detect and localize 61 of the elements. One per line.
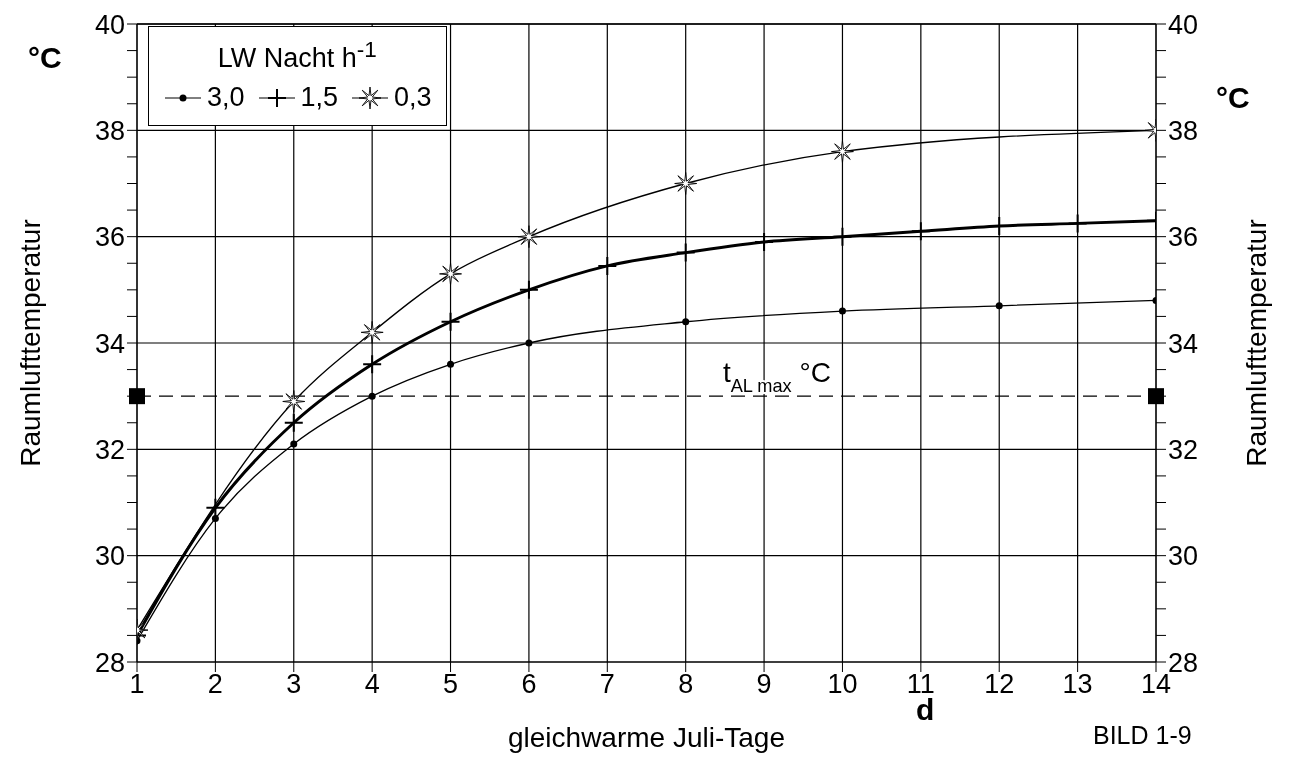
x-tick-label: 3 <box>286 669 302 700</box>
point <box>360 320 384 344</box>
point <box>1068 214 1087 233</box>
point <box>676 243 695 262</box>
y-tick-label: 40 <box>94 9 125 40</box>
x-tick-label: 10 <box>827 669 858 700</box>
y2-tick-label: 36 <box>1168 222 1199 253</box>
legend-label: 3,0 <box>207 82 245 113</box>
y-tick-label: 32 <box>94 434 125 465</box>
y2-axis-title: Raumlufttemperatur <box>1240 219 1272 467</box>
x-tick-label: 12 <box>984 669 1015 700</box>
point <box>517 225 541 249</box>
y2-tick-label: 40 <box>1168 9 1199 40</box>
point <box>206 498 225 517</box>
point <box>833 227 852 246</box>
point <box>525 339 533 347</box>
point <box>439 262 462 286</box>
legend-label: 1,5 <box>300 82 339 113</box>
text: °C <box>28 41 62 74</box>
x-tick-label: 7 <box>599 669 615 700</box>
y2-tick-label: 38 <box>1168 115 1199 146</box>
point <box>284 413 303 432</box>
x-tick-label: 8 <box>678 669 694 700</box>
text: d <box>916 693 935 726</box>
point <box>290 440 298 448</box>
x-tick-label: 4 <box>364 669 380 700</box>
point <box>519 280 538 299</box>
point <box>995 302 1003 310</box>
point <box>441 312 460 331</box>
text: °C <box>1216 81 1250 114</box>
x-tick-label: 9 <box>756 669 772 700</box>
x-tick-label: 2 <box>207 669 223 700</box>
point <box>755 232 774 251</box>
y-tick-label: 28 <box>94 647 125 678</box>
point <box>368 392 376 400</box>
point <box>838 307 846 315</box>
y-tick-label: 36 <box>94 222 125 253</box>
point <box>598 256 617 275</box>
y2-tick-label: 34 <box>1168 328 1199 359</box>
point <box>363 355 382 374</box>
y-tick-label: 38 <box>94 115 125 146</box>
point <box>674 172 698 195</box>
point <box>831 140 854 164</box>
x-tick-label: 6 <box>521 669 537 700</box>
x-tick-label: 13 <box>1062 669 1093 700</box>
point <box>911 222 930 241</box>
legend-title: LW Nacht h$^{-1}$ <box>216 37 378 74</box>
y-tick-label: 30 <box>94 541 125 572</box>
legend-label: 0,3 <box>394 82 432 113</box>
x-tick-label: 5 <box>443 669 459 700</box>
point <box>682 318 690 326</box>
text: BILD 1-9 <box>1093 721 1192 749</box>
y-axis-title: Raumlufttemperatur <box>14 219 46 467</box>
x-axis-title: gleichwarme Juli-Tage <box>507 722 786 753</box>
y2-tick-label: 28 <box>1168 647 1199 678</box>
y-tick-label: 34 <box>94 328 125 359</box>
point <box>447 360 455 368</box>
y2-tick-label: 32 <box>1168 434 1199 465</box>
point <box>282 390 306 413</box>
y2-tick-label: 30 <box>1168 541 1199 572</box>
x-tick-label: 1 <box>129 669 145 700</box>
